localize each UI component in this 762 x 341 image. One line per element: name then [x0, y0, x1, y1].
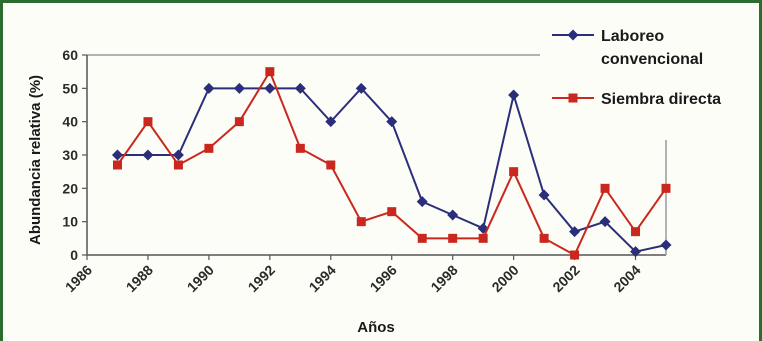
x-tick-label: 1996: [367, 262, 400, 295]
y-axis-ticks: 0 10 20 30 40 50 60: [62, 47, 87, 263]
x-tick-label: 1986: [62, 262, 95, 295]
y-tick-label: 0: [70, 247, 78, 263]
data-point-diamond: [294, 82, 306, 94]
data-point-diamond: [538, 189, 550, 201]
data-point-diamond: [386, 116, 398, 128]
data-point-square: [387, 207, 397, 217]
data-point-square: [234, 117, 244, 127]
data-point-square: [600, 183, 610, 193]
data-point-square: [631, 227, 641, 237]
data-point-square: [570, 250, 580, 260]
x-axis-title: Años: [357, 319, 395, 336]
data-point-square: [661, 183, 671, 193]
x-axis-ticks: 1986 1988 1990 1992 1994 1996 1998 2000 2002 2004: [62, 255, 644, 295]
y-tick-label: 30: [62, 147, 78, 163]
data-point-square: [417, 233, 427, 243]
data-point-diamond: [447, 209, 459, 221]
data-point-diamond: [111, 149, 123, 161]
legend-label: convencional: [601, 51, 703, 68]
data-point-square: [509, 167, 519, 177]
x-tick-label: 1988: [123, 262, 156, 295]
x-tick-label: 2004: [610, 262, 643, 295]
data-point-diamond: [599, 216, 611, 228]
data-point-diamond: [233, 82, 245, 94]
data-point-diamond: [172, 149, 184, 161]
y-tick-label: 10: [62, 214, 78, 230]
y-tick-label: 60: [62, 47, 78, 63]
data-point-diamond: [569, 226, 581, 238]
data-point-square: [295, 143, 305, 153]
x-tick-label: 1990: [184, 262, 217, 295]
data-point-square: [112, 160, 122, 170]
data-point-square: [173, 160, 183, 170]
y-tick-label: 40: [62, 114, 78, 130]
legend-marker-diamond: [567, 29, 579, 41]
data-point-diamond: [660, 239, 672, 251]
chart-legend: Laboreo convencional Siembra directa: [552, 28, 721, 108]
y-tick-label: 50: [62, 80, 78, 96]
data-point-square: [539, 233, 549, 243]
data-point-square: [143, 117, 153, 127]
x-tick-label: 1992: [245, 262, 278, 295]
y-tick-label: 20: [62, 180, 78, 196]
data-point-square: [356, 217, 366, 227]
data-point-diamond: [630, 246, 642, 258]
legend-label: Laboreo: [601, 28, 664, 45]
data-point-square: [204, 143, 214, 153]
data-point-diamond: [142, 149, 154, 161]
data-point-diamond: [508, 89, 520, 101]
data-point-diamond: [355, 82, 367, 94]
data-point-square: [326, 160, 336, 170]
y-axis-title: Abundancia relativa (%): [27, 75, 44, 245]
x-tick-label: 2000: [488, 262, 521, 295]
data-point-square: [265, 67, 275, 77]
x-tick-label: 1998: [427, 262, 460, 295]
data-point-square: [478, 233, 488, 243]
x-tick-label: 2002: [549, 262, 582, 295]
series-line-1: [117, 86, 667, 253]
chart-series: [111, 67, 672, 260]
data-point-diamond: [416, 196, 428, 208]
x-tick-label: 1994: [306, 262, 339, 295]
legend-label: Siembra directa: [601, 91, 721, 108]
data-point-square: [448, 233, 458, 243]
legend-marker-square: [568, 93, 578, 103]
data-point-diamond: [264, 82, 276, 94]
series-line-2: [116, 69, 667, 257]
data-point-diamond: [203, 82, 215, 94]
data-point-diamond: [325, 116, 337, 128]
